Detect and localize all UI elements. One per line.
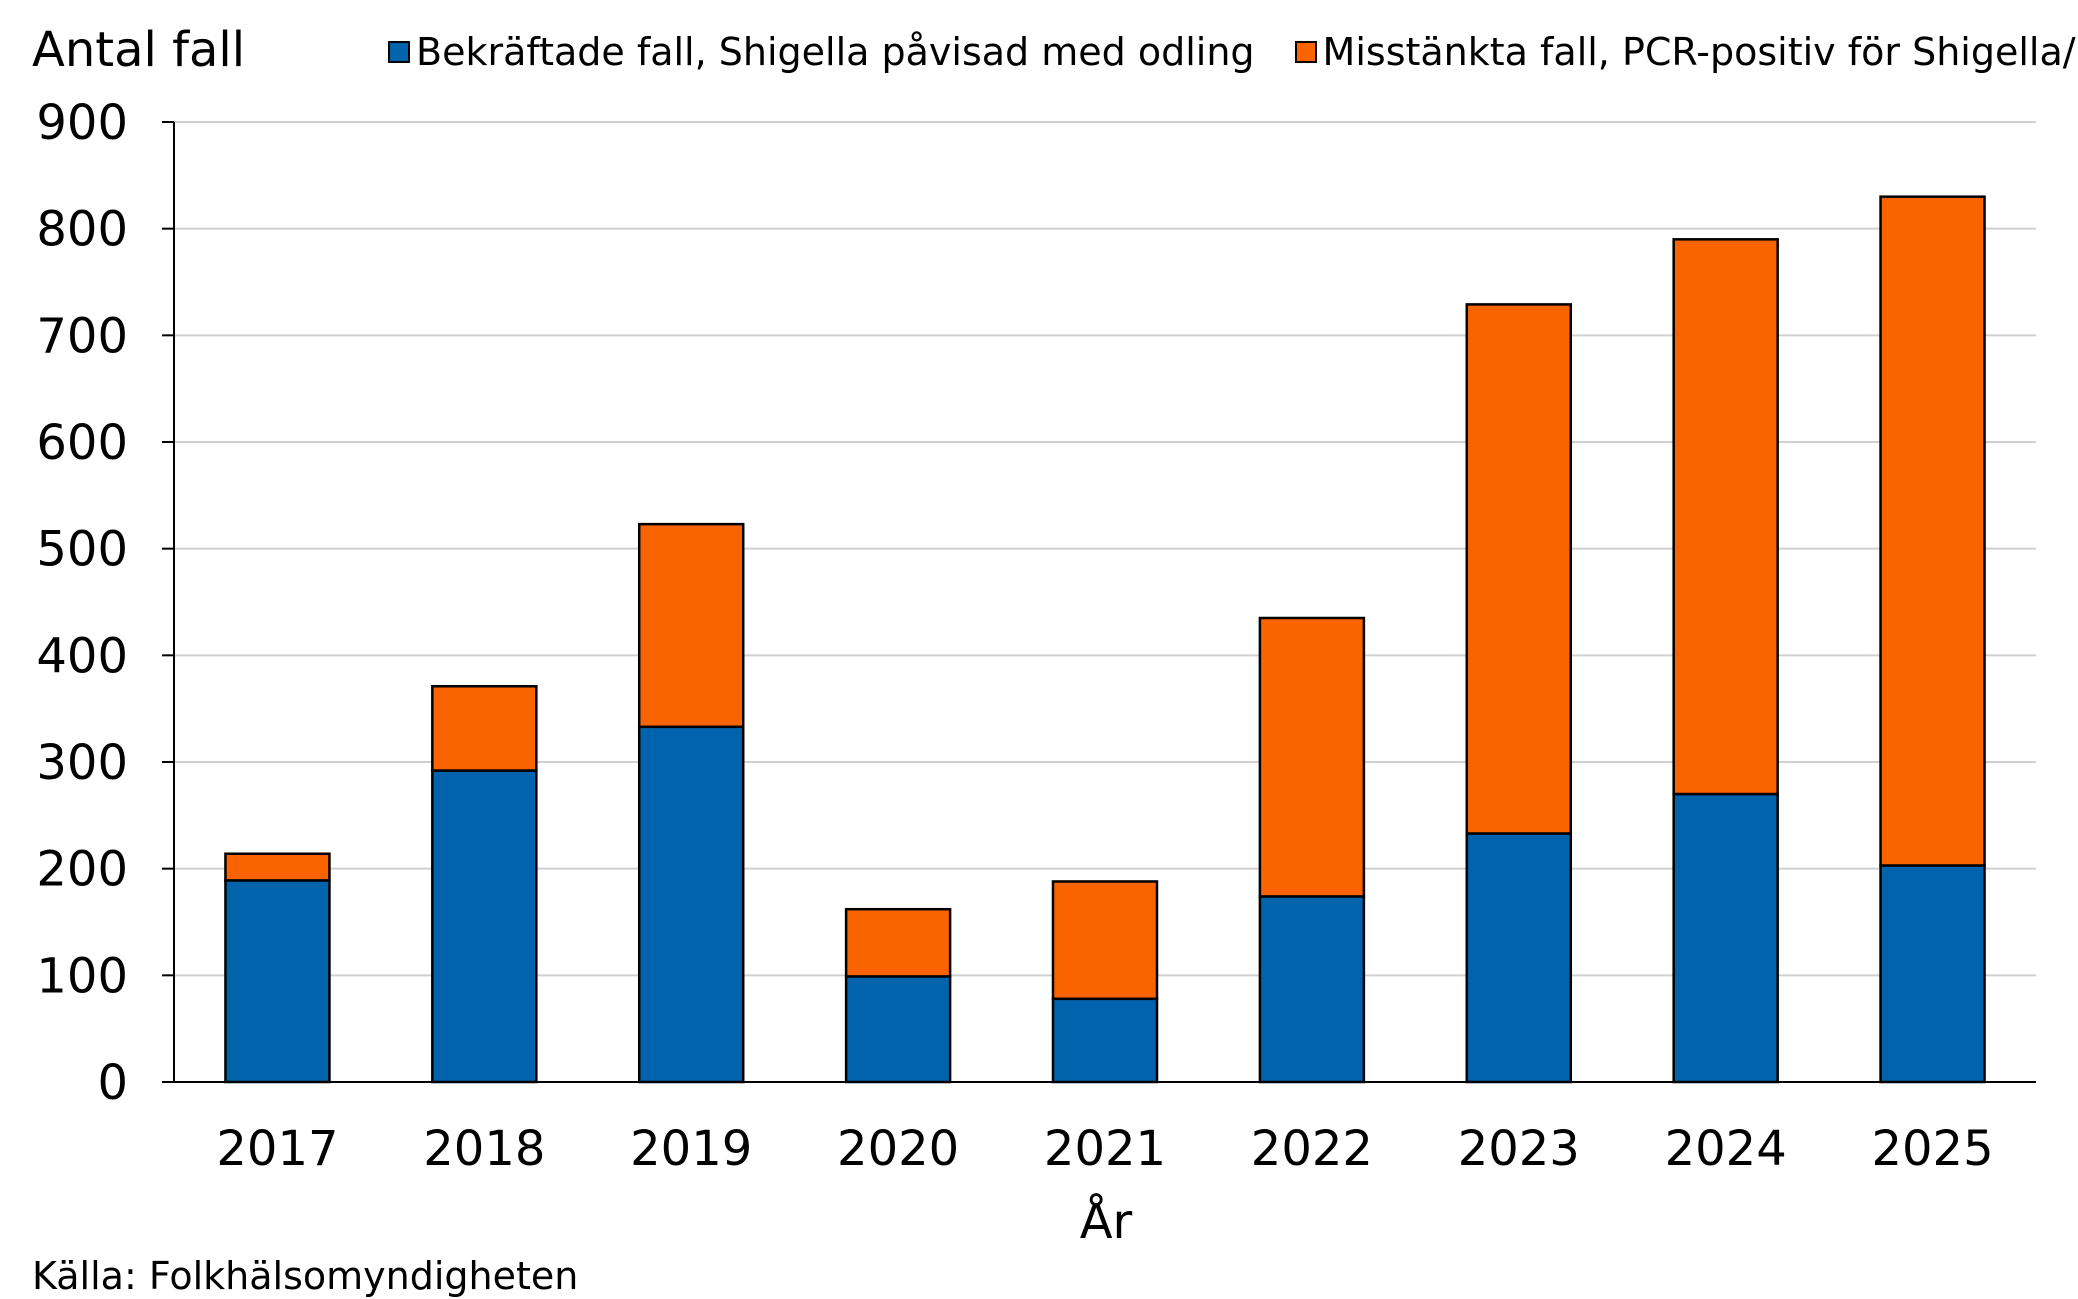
y-tick-label: 400 bbox=[36, 628, 128, 684]
bars bbox=[224, 195, 1986, 1084]
bar-confirmed bbox=[431, 769, 538, 1084]
bar-confirmed bbox=[1465, 832, 1573, 1084]
bar-confirmed bbox=[637, 725, 745, 1084]
tick-labels: 0 100 200 300 400 500 600 700 800 900 2017 2018 2019… bbox=[36, 95, 1993, 1177]
legend-label-suspected: Misstänkta fall, PCR-positiv för Shigell… bbox=[1322, 30, 2078, 74]
bar-suspected bbox=[844, 907, 952, 978]
bar-confirmed bbox=[1672, 792, 1779, 1084]
legend-item-suspected: Misstänkta fall, PCR-positiv för Shigell… bbox=[1294, 30, 2078, 74]
source-note: Källa: Folkhälsomyndigheten bbox=[32, 1254, 579, 1298]
y-tick-label: 0 bbox=[97, 1055, 128, 1111]
y-axis-title: Antal fall bbox=[32, 22, 246, 78]
x-tick-label: 2023 bbox=[1458, 1121, 1580, 1177]
bar-suspected bbox=[1879, 195, 1986, 867]
x-tick-label: 2025 bbox=[1871, 1121, 1993, 1177]
x-tick-label: 2018 bbox=[423, 1121, 545, 1177]
bar-confirmed bbox=[844, 975, 952, 1084]
bar-suspected bbox=[1051, 880, 1159, 1001]
legend-item-confirmed: Bekräftade fall, Shigella påvisad med od… bbox=[388, 30, 1255, 74]
legend-swatch-suspected bbox=[1294, 41, 1317, 63]
bar-confirmed bbox=[1879, 864, 1986, 1084]
y-tick-label: 200 bbox=[36, 842, 128, 898]
bar-confirmed bbox=[224, 879, 331, 1084]
x-tick-label: 2024 bbox=[1665, 1121, 1787, 1177]
y-tick-label: 500 bbox=[36, 522, 128, 578]
legend: Bekräftade fall, Shigella påvisad med od… bbox=[388, 30, 2078, 74]
y-tick-label: 600 bbox=[36, 415, 128, 471]
x-tick-label: 2017 bbox=[216, 1121, 338, 1177]
legend-swatch-confirmed bbox=[388, 41, 410, 63]
y-tick-label: 700 bbox=[36, 308, 128, 364]
x-tick-label: 2021 bbox=[1044, 1121, 1166, 1177]
bar-confirmed bbox=[1258, 895, 1366, 1084]
x-tick-label: 2022 bbox=[1251, 1121, 1373, 1177]
bar-suspected bbox=[224, 852, 331, 882]
y-tick-label: 900 bbox=[36, 95, 128, 151]
legend-label-confirmed: Bekräftade fall, Shigella påvisad med od… bbox=[416, 30, 1255, 74]
x-tick-label: 2020 bbox=[837, 1121, 959, 1177]
x-axis-title: År bbox=[1080, 1193, 1133, 1250]
bar-suspected bbox=[431, 685, 538, 772]
y-tick-label: 100 bbox=[36, 948, 128, 1004]
bar-confirmed bbox=[1051, 997, 1159, 1084]
bar-suspected bbox=[637, 522, 745, 729]
bar-suspected bbox=[1672, 238, 1779, 796]
bar-suspected bbox=[1258, 616, 1366, 898]
x-tick-label: 2019 bbox=[630, 1121, 752, 1177]
bar-suspected bbox=[1465, 303, 1573, 835]
y-tick-label: 300 bbox=[36, 735, 128, 791]
y-tick-label: 800 bbox=[36, 202, 128, 258]
axes bbox=[162, 121, 2036, 1083]
